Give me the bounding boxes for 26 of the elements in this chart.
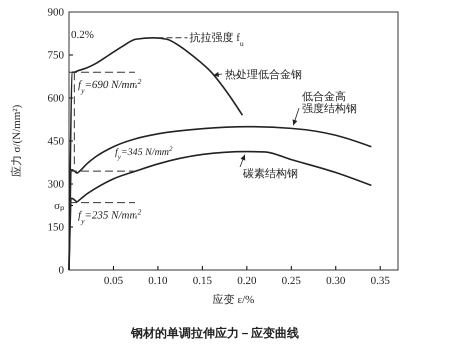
x-axis-title: 应变 ε/% [212,293,254,306]
x-tick-label: 0.25 [282,274,302,287]
series-label: 碳素结构钢 [242,167,298,180]
series-label: 低合金高强度结构钢 [302,90,357,115]
y-tick-label: 600 [48,92,64,105]
legend-label: 热处理低合金钢 [225,68,302,81]
y-tick-label: 750 [48,50,64,62]
annotation: 抗拉强度 f$_{u}$ [189,30,244,48]
y-tick-label: σₚ [54,200,64,212]
annotation: f$_{y}$=690 N/mm$^{2}$ [78,76,142,95]
annotation: f$_{y}$=235 N/mm$^{2}$ [78,207,142,226]
x-tick-label: 0.35 [370,274,390,287]
x-tick-label: 0.05 [104,274,124,287]
y-tick-label: 0 [58,264,64,277]
x-tick-label: 0.30 [326,274,346,287]
y-axis-title: 应力 σ/(N/mm²) [10,104,23,178]
x-tick-label: 0.10 [148,274,168,287]
y-tick-label: 300 [48,178,64,191]
y-tick-label: 900 [48,6,64,19]
annotation: 0.2% [71,29,94,42]
annotation: f$_{y}$=345 N/mm$^{2}$ [115,145,174,162]
x-tick-label: 0.15 [192,274,213,287]
y-tick-label: 150 [48,222,64,234]
y-tick-label: 450 [48,136,64,148]
x-tick-label: 0.20 [237,274,257,287]
text: 钢材的单调拉伸应力－应变曲线 [130,326,299,340]
